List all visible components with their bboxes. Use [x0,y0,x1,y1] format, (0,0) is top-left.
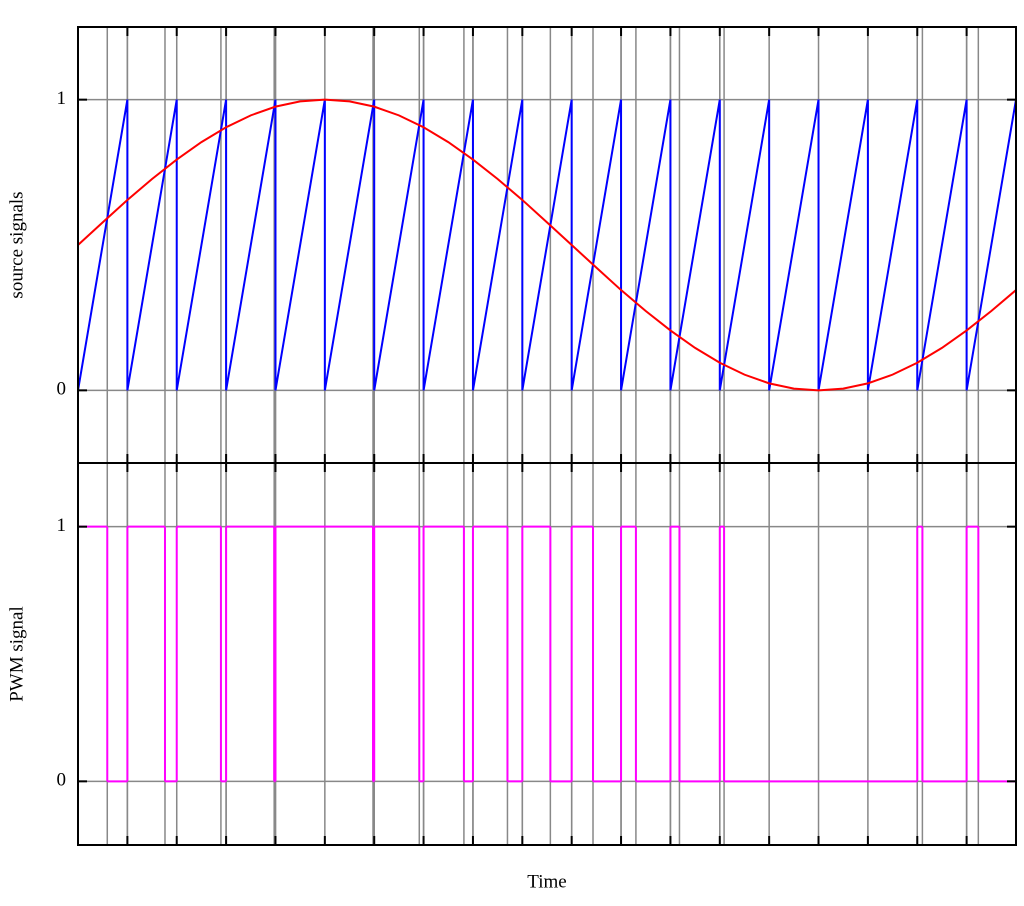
series-line [77,99,1017,391]
y-axis-label: source signals [6,191,27,298]
x-axis-label: Time [527,871,566,892]
y-axis-label: PWM signal [6,606,27,702]
y-tick-label: 0 [57,770,67,791]
y-tick-label: 1 [57,88,67,109]
y-tick-label: 0 [57,379,67,400]
series-line [77,98,1017,392]
plot-frame [77,462,1017,846]
y-tick-label: 1 [57,515,67,536]
